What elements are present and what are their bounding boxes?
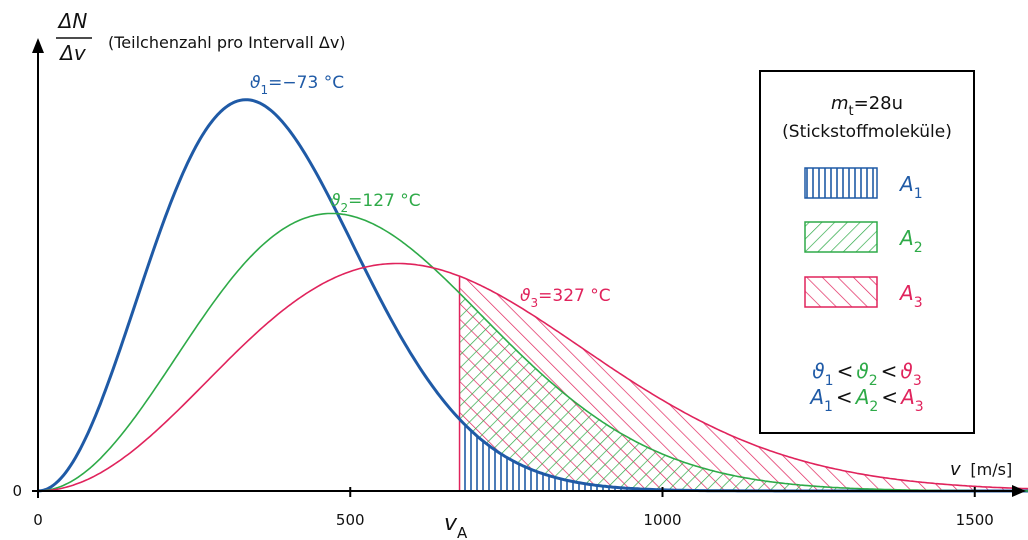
- legend-label-a2: A2: [898, 226, 923, 256]
- v-a-label: vA: [444, 511, 468, 540]
- ticks: 0 500 1000 1500 0: [12, 482, 993, 529]
- x-tick-label: 0: [33, 511, 43, 529]
- axes: [32, 38, 1026, 498]
- series-label-t2: ϑ2=127 °C: [330, 191, 421, 215]
- legend-swatch-a3: [804, 276, 878, 308]
- curve-t3: [38, 262, 1028, 492]
- x-axis-arrow: [1012, 485, 1026, 497]
- legend-area-inequality: A1 < A2 < A3: [808, 385, 923, 415]
- legend-swatch-a1: [804, 167, 878, 199]
- legend-frame: [759, 70, 975, 434]
- hatched-areas: [458, 276, 1028, 491]
- y-tick-label: 0: [12, 482, 22, 500]
- series-label-t1: ϑ1=−73 °C: [250, 73, 344, 97]
- y-label-denominator: Δv: [58, 41, 87, 65]
- x-label-unit: [m/s]: [970, 460, 1012, 479]
- x-axis-label: v [m/s]: [950, 459, 1012, 480]
- y-axis-arrow: [32, 38, 44, 53]
- legend-theta-inequality: ϑ1 < ϑ2 < ϑ3: [812, 359, 921, 389]
- area-a1: [459, 419, 1028, 491]
- legend-mass: mt=28u: [831, 93, 903, 119]
- series-labels: ϑ1=−73 °C ϑ2=127 °C ϑ3=327 °C: [250, 73, 611, 310]
- legend-label-a3: A3: [898, 281, 923, 311]
- x-tick-label: 500: [336, 511, 365, 529]
- svg-text:v [m/s]: v [m/s]: [950, 459, 1012, 480]
- legend-label-a1: A1: [898, 172, 923, 202]
- area-a2: [459, 293, 1028, 491]
- x-tick-label: 1000: [643, 511, 681, 529]
- legend-swatch-a2: [804, 221, 878, 253]
- legend-molecule: (Stickstoffmoleküle): [782, 122, 952, 142]
- legend: mt=28u (Stickstoffmoleküle) A1 A2 A3 ϑ1 <…: [759, 70, 975, 434]
- curve-t2: [37, 212, 1028, 492]
- y-axis-label: ΔN Δv (Teilchenzahl pro Intervall Δv): [56, 9, 346, 65]
- x-label-variable: v: [950, 459, 961, 480]
- y-label-numerator: ΔN: [57, 9, 88, 33]
- x-tick-label: 1500: [956, 511, 994, 529]
- y-label-description: (Teilchenzahl pro Intervall Δv): [108, 33, 346, 52]
- series-label-t3: ϑ3=327 °C: [520, 286, 611, 310]
